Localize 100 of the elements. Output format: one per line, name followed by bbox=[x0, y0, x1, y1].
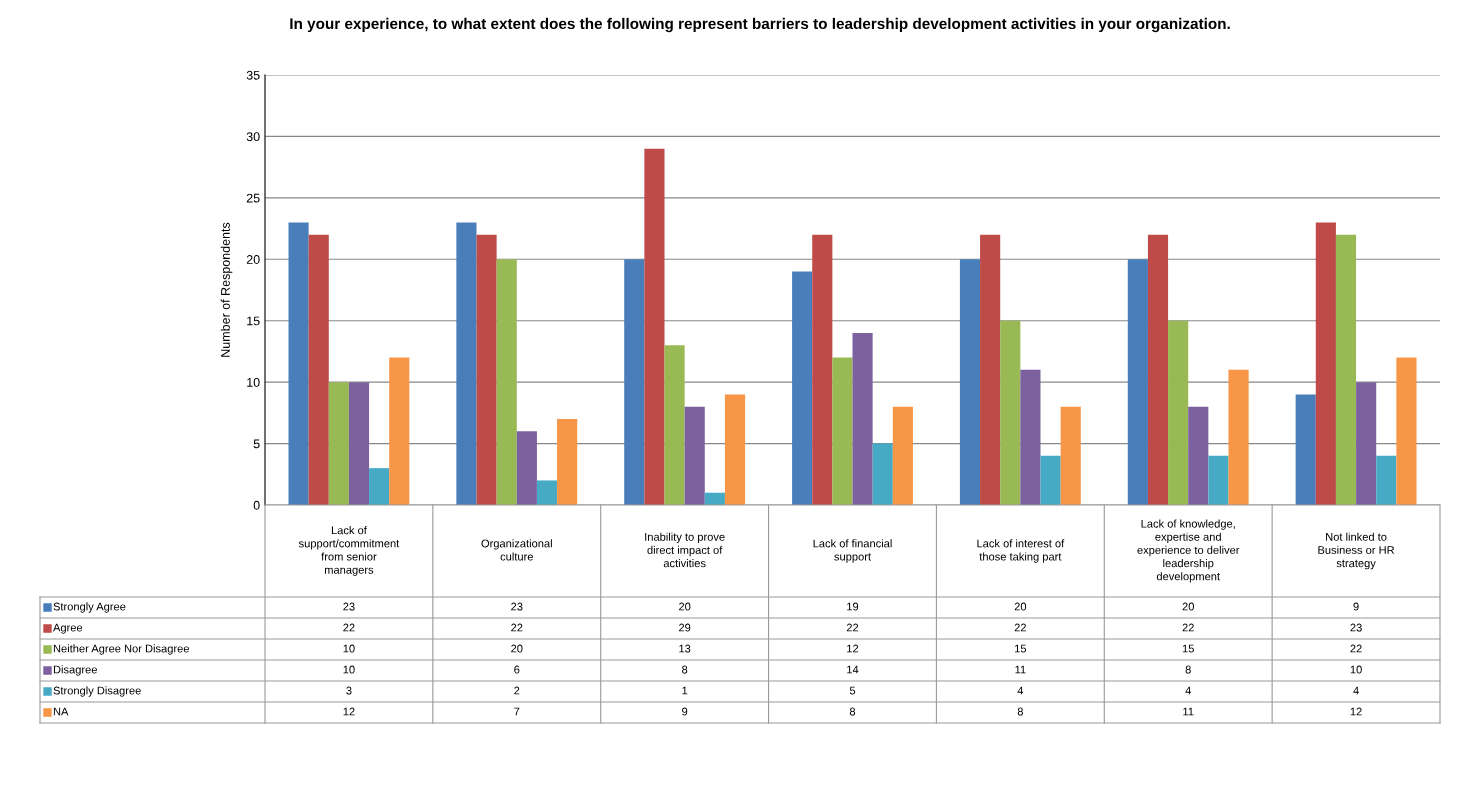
bar bbox=[1295, 394, 1316, 505]
bar bbox=[476, 234, 497, 505]
data-label: 23 bbox=[343, 602, 355, 611]
data-label: 23 bbox=[1350, 623, 1362, 632]
bar bbox=[980, 234, 1001, 505]
bar bbox=[516, 431, 537, 505]
data-label: 22 bbox=[1350, 644, 1362, 653]
y-tick-label: 10 bbox=[247, 377, 260, 387]
data-label: 12 bbox=[343, 707, 355, 716]
bar bbox=[1020, 369, 1041, 505]
bar bbox=[348, 382, 370, 505]
bar bbox=[389, 357, 410, 505]
legend-label: Agree bbox=[53, 623, 83, 634]
bar bbox=[1127, 259, 1148, 505]
data-label: 22 bbox=[1182, 623, 1194, 632]
bar bbox=[1188, 406, 1209, 505]
bar bbox=[684, 406, 705, 505]
data-label: 6 bbox=[514, 665, 520, 674]
bar bbox=[536, 480, 558, 505]
y-tick-label: 5 bbox=[253, 439, 260, 449]
bar bbox=[496, 259, 517, 505]
x-tick-label: Lack of interest of those taking part bbox=[977, 539, 1065, 563]
bar bbox=[1208, 455, 1229, 505]
bar bbox=[328, 382, 349, 505]
data-label: 4 bbox=[1017, 686, 1024, 695]
data-label: 23 bbox=[511, 602, 523, 611]
legend-label: Strongly Agree bbox=[53, 602, 126, 613]
data-label: 8 bbox=[849, 707, 856, 716]
data-label: 8 bbox=[682, 665, 688, 674]
bar bbox=[832, 357, 853, 505]
legend-label: Disagree bbox=[53, 665, 97, 676]
bar bbox=[1060, 406, 1081, 505]
bar bbox=[624, 259, 645, 505]
x-tick-label: Lack of financial support bbox=[813, 539, 892, 563]
bar bbox=[1315, 222, 1336, 505]
data-label: 10 bbox=[1350, 665, 1362, 674]
x-tick-label: Not linked to Business or HR strategy bbox=[1318, 532, 1395, 570]
bar bbox=[1376, 455, 1397, 505]
bar bbox=[1335, 234, 1357, 505]
data-label: 20 bbox=[1014, 602, 1027, 611]
data-label: 12 bbox=[847, 644, 859, 653]
data-label: 11 bbox=[1015, 665, 1026, 674]
y-tick-label: 15 bbox=[247, 316, 260, 326]
bar bbox=[308, 234, 329, 505]
data-label: 12 bbox=[1350, 707, 1362, 716]
data-label: 10 bbox=[343, 644, 355, 653]
data-label: 20 bbox=[679, 602, 691, 611]
data-label: 19 bbox=[847, 602, 859, 611]
x-tick-label: Lack of knowledge, expertise and experience to deliver leadership development bbox=[1137, 519, 1240, 583]
data-label: 3 bbox=[346, 686, 352, 695]
data-label: 9 bbox=[1353, 602, 1359, 611]
data-label: 13 bbox=[679, 644, 691, 653]
bar bbox=[1168, 320, 1189, 505]
legend-label: Strongly Disagree bbox=[53, 686, 141, 697]
bar bbox=[1228, 369, 1249, 505]
data-label: 29 bbox=[679, 623, 691, 632]
data-label: 20 bbox=[1182, 602, 1194, 611]
y-tick-label: 0 bbox=[253, 500, 260, 510]
bar bbox=[1000, 320, 1021, 505]
data-label: 2 bbox=[514, 686, 520, 695]
data-label: 8 bbox=[1017, 707, 1023, 716]
legend-label: NA bbox=[53, 707, 69, 716]
y-tick-label: 20 bbox=[246, 255, 260, 264]
bar bbox=[892, 406, 913, 505]
data-label: 14 bbox=[847, 665, 859, 674]
bar bbox=[1396, 357, 1417, 505]
data-label: 5 bbox=[849, 686, 856, 695]
data-label: 15 bbox=[1182, 644, 1194, 653]
bar bbox=[557, 419, 578, 505]
bar bbox=[959, 259, 981, 505]
data-label: 1 bbox=[682, 686, 688, 695]
data-label: 9 bbox=[682, 707, 688, 716]
bar bbox=[724, 394, 746, 505]
data-label: 22 bbox=[511, 623, 523, 632]
data-label: 20 bbox=[511, 644, 523, 653]
bar bbox=[1040, 455, 1061, 505]
bar bbox=[792, 271, 813, 505]
data-label: 22 bbox=[343, 623, 355, 632]
bar bbox=[812, 234, 833, 505]
y-tick-label: 35 bbox=[246, 70, 260, 80]
chart-title: In your experience, to what extent does the following represent barriers to leadership development activities in your organization. bbox=[290, 17, 1230, 33]
x-tick-label: Organizational culture bbox=[481, 539, 552, 561]
bar bbox=[288, 222, 309, 505]
data-label: 15 bbox=[1015, 644, 1027, 653]
bar bbox=[664, 345, 685, 505]
bar bbox=[872, 443, 893, 505]
bar bbox=[369, 468, 390, 505]
x-tick-label: Inability to prove direct impact of activities bbox=[645, 532, 725, 568]
bar bbox=[644, 148, 665, 505]
bar bbox=[1147, 234, 1169, 505]
bar bbox=[456, 222, 477, 505]
data-label: 22 bbox=[846, 623, 859, 632]
data-label: 4 bbox=[1353, 686, 1359, 695]
data-label: 22 bbox=[1014, 623, 1026, 632]
y-tick-label: 25 bbox=[246, 193, 260, 203]
data-label: 4 bbox=[1185, 686, 1191, 695]
data-label: 11 bbox=[1183, 707, 1194, 716]
legend-label: Neither Agree Nor Disagree bbox=[53, 644, 189, 655]
data-label: 10 bbox=[343, 665, 355, 674]
y-tick-label: 30 bbox=[246, 132, 260, 142]
